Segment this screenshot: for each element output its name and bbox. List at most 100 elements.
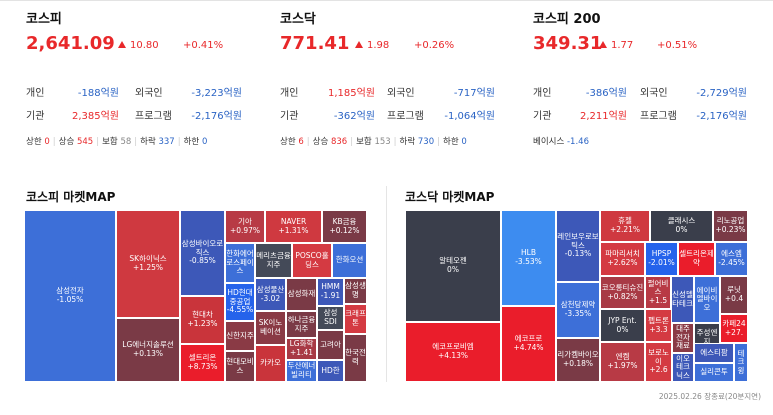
treemap-tile[interactable]: 테크윙 xyxy=(734,343,748,382)
treemap-tile[interactable]: 삼성생명 xyxy=(344,278,367,304)
treemap-tile[interactable]: 리노공업 +0.23% xyxy=(713,210,748,242)
treemap-tile[interactable]: NAVER +1.31% xyxy=(265,210,322,243)
treemap-tile[interactable]: 레인보우로보틱스 -0.13% xyxy=(556,210,600,282)
treemap-tile[interactable]: 실리콘투 xyxy=(694,363,734,382)
tile-change: -0.85% xyxy=(189,256,216,266)
treemap-tile[interactable]: 클래시스 0% xyxy=(650,210,713,242)
tile-name: HPSP xyxy=(651,249,672,259)
treemap-tile[interactable]: HPSP -2.01% xyxy=(645,242,678,276)
treemap-tile[interactable]: 현대차 +1.23% xyxy=(180,296,225,344)
treemap-tile[interactable]: 루닛 +0.4 xyxy=(720,276,748,314)
tile-change: +0.23% xyxy=(715,225,746,234)
index-panel-kospi[interactable]: 코스피 2,641.09 10.80 +0.41% 개인 -188억원 외국인 … xyxy=(26,8,266,158)
treemap-tile[interactable]: 펄어비스 +1.5 xyxy=(645,276,671,309)
treemap-tile[interactable]: 삼천당제약 -3.35% xyxy=(556,282,600,338)
treemap-tile[interactable]: 코오롱티슈진 +0.82% xyxy=(600,276,645,309)
up-arrow-icon xyxy=(118,41,126,48)
tile-change: +27. xyxy=(724,327,744,337)
treemap-tile[interactable]: SK이노베이션 xyxy=(255,311,286,345)
inst-value: 2,211억원 xyxy=(579,111,627,122)
tile-change: -2.01% xyxy=(648,258,675,267)
program-label: 프로그램 xyxy=(387,111,424,122)
treemap-tile[interactable]: KB금융 +0.12% xyxy=(322,210,367,243)
treemap-tile[interactable]: HMM -1.91 xyxy=(317,278,344,306)
treemap-tile[interactable]: HD한 xyxy=(317,360,344,382)
limit-down-count: 0 xyxy=(461,137,467,147)
tile-name: 삼천당제약 xyxy=(560,300,596,310)
tile-name: 실리콘투 xyxy=(700,367,728,377)
index-change: 10.80 xyxy=(118,40,159,51)
tile-name: 하나금융지주 xyxy=(287,314,316,333)
treemap-tile[interactable]: 삼성바이오로직스 -0.85% xyxy=(180,210,225,296)
kospi-map-title[interactable]: 코스피 마켓MAP xyxy=(26,190,116,204)
treemap-tile[interactable]: 한화에어로스페이스 xyxy=(225,243,255,283)
treemap-tile[interactable]: HLB -3.53% xyxy=(501,210,556,306)
tile-name: 삼성전자 xyxy=(56,286,84,296)
treemap-tile[interactable]: 한국전력 xyxy=(344,334,367,382)
treemap-tile[interactable]: 카카오 xyxy=(255,345,286,382)
index-title[interactable]: 코스피 200 xyxy=(533,12,601,27)
treemap-tile[interactable]: 한화오션 xyxy=(332,243,367,278)
treemap-tile[interactable]: 신한지주 xyxy=(225,321,255,351)
treemap-tile[interactable]: JYP Ent. 0% xyxy=(600,309,645,342)
treemap-tile[interactable]: 에코프로 +4.74% xyxy=(501,306,556,382)
treemap-tile[interactable]: 하나금융지주 xyxy=(286,311,317,338)
kosdaq-map-title[interactable]: 코스닥 마켓MAP xyxy=(405,190,495,204)
tile-name: 에코프로비엠 xyxy=(432,342,474,352)
down-label: 하락 xyxy=(399,137,416,147)
treemap-tile[interactable]: 기아 +0.97% xyxy=(225,210,265,243)
up-arrow-icon xyxy=(599,41,607,48)
inst-value: -362억원 xyxy=(333,111,375,122)
program-value: -2,176억원 xyxy=(696,111,747,122)
tile-name: 보로노이 xyxy=(648,348,669,366)
treemap-tile[interactable]: 이오테크닉스 xyxy=(672,353,694,382)
treemap-tile[interactable]: HD현대중공업 -4.55% xyxy=(225,283,255,321)
index-title[interactable]: 코스닥 xyxy=(280,12,316,27)
treemap-tile[interactable]: 대주전자재료 xyxy=(672,323,694,353)
tile-change: -1.05% xyxy=(56,295,84,304)
tile-name: 주성엔지 xyxy=(696,328,718,346)
treemap-tile[interactable]: 에스티팜 xyxy=(694,343,734,363)
tile-change: +4.13% xyxy=(437,351,469,360)
treemap-tile[interactable]: 휴젤 +2.21% xyxy=(600,210,650,242)
treemap-tile[interactable]: 에스엠 -2.45% xyxy=(715,242,748,276)
treemap-tile[interactable]: 보로노이 +2.6 xyxy=(645,342,672,382)
treemap-tile[interactable]: LG에너지솔루션 +0.13% xyxy=(116,318,180,382)
treemap-tile[interactable]: 엔켐 +1.97% xyxy=(600,342,645,382)
treemap-tile[interactable]: POSCO홀딩스 xyxy=(292,243,332,278)
treemap-tile[interactable]: 에이비엘바이오 xyxy=(694,276,720,323)
index-change: 1.98 xyxy=(355,40,389,51)
tile-change: 0% xyxy=(675,225,688,234)
treemap-tile[interactable]: 신성델타테크 xyxy=(671,276,694,323)
index-title[interactable]: 코스피 xyxy=(26,12,62,27)
tile-name: 신한지주 xyxy=(226,330,254,340)
treemap-tile[interactable]: 삼성SDI xyxy=(317,306,344,330)
tile-name: 엔켐 xyxy=(615,352,630,362)
treemap-tile[interactable]: 크래프톤 xyxy=(344,304,367,334)
treemap-tile[interactable]: 셀트리온 +8.73% xyxy=(180,344,225,382)
treemap-tile[interactable]: 메리츠금융지주 xyxy=(255,243,292,278)
treemap-tile[interactable]: 삼성전자 -1.05% xyxy=(24,210,116,382)
treemap-tile[interactable]: 펩트론 +3.3 xyxy=(645,309,672,342)
treemap-tile[interactable]: 알테오젠 0% xyxy=(405,210,501,322)
treemap-tile[interactable]: 삼성물산 -3.02 xyxy=(255,278,286,311)
tile-name: 삼성화재 xyxy=(287,289,316,299)
index-panel-kosdaq[interactable]: 코스닥 771.41 1.98 +0.26% 개인 1,185억원 외국인 -7… xyxy=(280,8,520,158)
treemap-tile[interactable]: 두산에너빌리티 xyxy=(286,360,317,382)
tile-change: -1.91 xyxy=(320,291,341,300)
tile-change: +1.31% xyxy=(278,225,309,235)
treemap-tile[interactable]: 리가켐바이오 +0.18% xyxy=(556,338,600,382)
program-label: 프로그램 xyxy=(135,111,172,122)
treemap-tile[interactable]: 셀트리온제약 xyxy=(678,242,715,276)
treemap-tile[interactable]: LG화학 +1.41 xyxy=(286,338,317,360)
treemap-tile[interactable]: 현대모비스 xyxy=(225,351,255,382)
tile-name: 삼성물산 xyxy=(256,284,285,294)
treemap-tile[interactable]: 파마리서치 +2.62% xyxy=(600,242,645,276)
treemap-tile[interactable]: 에코프로비엠 +4.13% xyxy=(405,322,501,382)
tile-change: +3.3 xyxy=(649,324,668,334)
treemap-tile[interactable]: SK하이닉스 +1.25% xyxy=(116,210,180,318)
treemap-tile[interactable]: 카페24 +27. xyxy=(720,314,748,343)
treemap-tile[interactable]: 삼성화재 xyxy=(286,278,317,311)
index-panel-kospi200[interactable]: 코스피 200 349.31 1.77 +0.51% 개인 -386억원 외국인… xyxy=(533,8,773,158)
treemap-tile[interactable]: 고려아 xyxy=(317,330,344,360)
